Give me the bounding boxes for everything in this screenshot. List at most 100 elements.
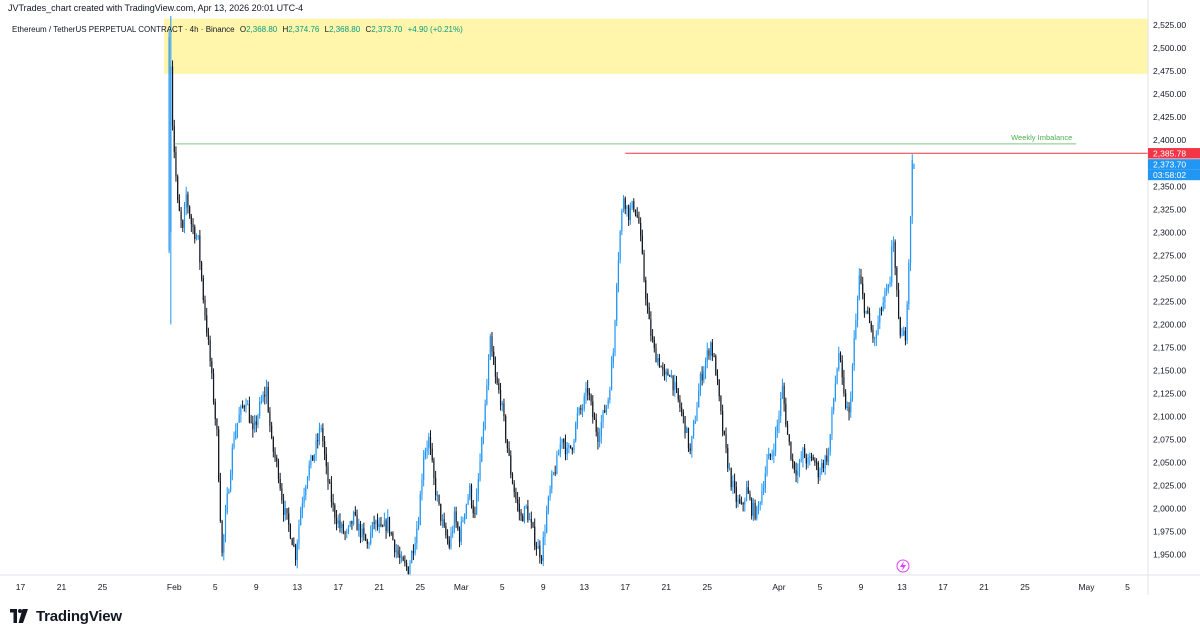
candle[interactable] xyxy=(547,495,549,515)
candle[interactable] xyxy=(402,555,404,562)
candle[interactable] xyxy=(286,508,288,520)
candle[interactable] xyxy=(631,200,633,211)
candle[interactable] xyxy=(301,496,303,519)
candle[interactable] xyxy=(884,287,886,309)
candle[interactable] xyxy=(173,119,175,159)
candle[interactable] xyxy=(785,397,787,428)
candle[interactable] xyxy=(194,224,196,244)
candle[interactable] xyxy=(315,433,317,462)
candle[interactable] xyxy=(718,379,720,402)
candle[interactable] xyxy=(826,448,828,466)
candle[interactable] xyxy=(684,415,686,439)
candle[interactable] xyxy=(189,205,191,219)
candle[interactable] xyxy=(472,500,474,518)
candle[interactable] xyxy=(740,496,743,505)
candle[interactable] xyxy=(462,516,464,523)
candle[interactable] xyxy=(621,208,623,236)
candle[interactable] xyxy=(886,283,888,296)
candle[interactable] xyxy=(763,480,765,496)
candle[interactable] xyxy=(677,387,679,403)
candle[interactable] xyxy=(486,378,488,406)
candle[interactable] xyxy=(344,530,346,541)
candle[interactable] xyxy=(262,391,264,403)
candle[interactable] xyxy=(351,520,353,530)
candle[interactable] xyxy=(602,409,604,429)
candle[interactable] xyxy=(525,504,527,509)
candle[interactable] xyxy=(511,472,514,485)
candle[interactable] xyxy=(397,544,399,558)
candle[interactable] xyxy=(183,201,186,234)
candle[interactable] xyxy=(332,493,334,512)
candle[interactable] xyxy=(833,397,835,415)
candle[interactable] xyxy=(790,441,792,461)
candle[interactable] xyxy=(435,470,437,501)
candle[interactable] xyxy=(236,422,239,439)
candle[interactable] xyxy=(373,515,375,530)
candle[interactable] xyxy=(455,506,457,528)
candle[interactable] xyxy=(581,404,584,418)
candle[interactable] xyxy=(703,365,705,384)
candle[interactable] xyxy=(530,511,532,529)
candle[interactable] xyxy=(354,506,356,517)
candle[interactable] xyxy=(535,541,538,556)
candle[interactable] xyxy=(587,380,589,401)
candle[interactable] xyxy=(749,490,751,501)
candle[interactable] xyxy=(868,307,871,324)
candle[interactable] xyxy=(675,375,678,394)
candle[interactable] xyxy=(681,402,683,417)
candle[interactable] xyxy=(745,481,748,502)
candle[interactable] xyxy=(696,401,698,422)
candle[interactable] xyxy=(211,357,213,380)
candle[interactable] xyxy=(534,518,536,551)
candle[interactable] xyxy=(252,415,254,438)
candle[interactable] xyxy=(378,517,380,534)
candle[interactable] xyxy=(298,519,300,550)
candle[interactable] xyxy=(452,525,454,538)
candle[interactable] xyxy=(247,400,249,406)
candle[interactable] xyxy=(267,381,269,413)
candle[interactable] xyxy=(889,276,891,288)
candle[interactable] xyxy=(216,418,218,437)
candle[interactable] xyxy=(670,369,672,379)
candle[interactable] xyxy=(368,541,370,549)
candle[interactable] xyxy=(812,454,814,461)
candle[interactable] xyxy=(909,216,912,271)
candle[interactable] xyxy=(827,447,830,466)
candle[interactable] xyxy=(209,335,211,367)
candle[interactable] xyxy=(421,473,423,501)
candle[interactable] xyxy=(224,504,227,543)
candle[interactable] xyxy=(839,351,842,363)
candle[interactable] xyxy=(540,554,543,565)
candle[interactable] xyxy=(168,29,170,254)
candle[interactable] xyxy=(641,229,643,255)
candle[interactable] xyxy=(505,414,507,444)
candle[interactable] xyxy=(756,505,758,521)
candle[interactable] xyxy=(814,457,816,466)
candle[interactable] xyxy=(182,219,184,233)
candle[interactable] xyxy=(851,363,854,402)
candle[interactable] xyxy=(482,421,485,445)
candle[interactable] xyxy=(371,521,374,538)
candle[interactable] xyxy=(706,342,708,369)
candle[interactable] xyxy=(414,536,416,556)
candle[interactable] xyxy=(375,519,377,532)
candle[interactable] xyxy=(171,60,174,131)
candle[interactable] xyxy=(528,512,531,521)
candle[interactable] xyxy=(272,436,274,458)
candle[interactable] xyxy=(633,198,635,213)
candle[interactable] xyxy=(662,362,664,377)
candle[interactable] xyxy=(501,400,503,412)
candle[interactable] xyxy=(691,435,693,458)
candle[interactable] xyxy=(875,330,877,346)
candle[interactable] xyxy=(759,501,761,511)
candle[interactable] xyxy=(653,336,655,353)
candle[interactable] xyxy=(281,483,283,504)
candle[interactable] xyxy=(248,396,251,424)
candle[interactable] xyxy=(720,395,722,415)
candle[interactable] xyxy=(605,404,608,415)
candle[interactable] xyxy=(660,365,662,368)
candle[interactable] xyxy=(322,423,324,448)
candle[interactable] xyxy=(317,433,319,449)
candle[interactable] xyxy=(537,538,539,549)
candle[interactable] xyxy=(496,371,498,386)
